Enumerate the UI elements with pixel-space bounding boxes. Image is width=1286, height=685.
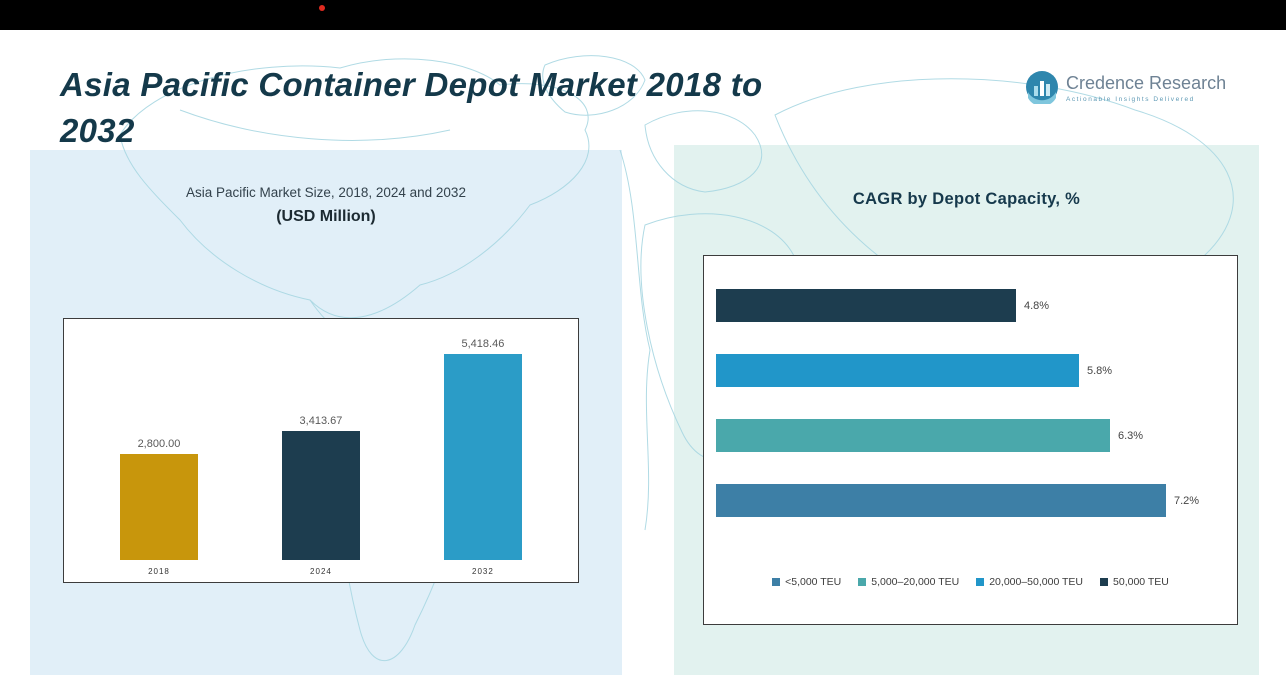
legend-label: 5,000–20,000 TEU (871, 576, 960, 588)
bar-value-label: 5,418.46 (461, 338, 505, 350)
page-title-line2: 2032 (60, 111, 135, 149)
cagr-chart-title: CAGR by Depot Capacity, % (852, 190, 1081, 208)
bar-50,000 TEU (716, 289, 1016, 322)
bar-row: 7.2% (716, 484, 1229, 517)
page-title-line1: Asia Pacific Container Depot Market 2018… (60, 66, 763, 103)
logo-chart-icon (1026, 71, 1058, 104)
legend-label: 20,000–50,000 TEU (989, 576, 1084, 588)
logo-name: Credence Research (1066, 73, 1227, 93)
bar-group-2032: 5,418.46 2032 (402, 338, 564, 582)
bar-value-label: 6.3% (1118, 429, 1144, 442)
bar-20,000–50,000 TEU (716, 354, 1079, 387)
legend-label: 50,000 TEU (1113, 576, 1169, 588)
page-body: Asia Pacific Container Depot Market 2018… (0, 30, 1286, 685)
vertical-bars-plot-area: 2,800.00 2018 3,413.67 2024 5,418.46 2032 (78, 338, 564, 582)
legend-label: <5,000 TEU (785, 576, 842, 588)
horizontal-bars-plot-area: 4.8% 5.8% 6.3% 7.2% (716, 289, 1229, 549)
record-dot-icon (319, 5, 325, 11)
legend-swatch-icon (1100, 578, 1109, 586)
cagr-legend: <5,000 TEU 5,000–20,000 TEU 20,000–50,000 … (704, 576, 1237, 588)
market-size-bar-chart: 2,800.00 2018 3,413.67 2024 5,418.46 2032 (63, 318, 579, 583)
legend-swatch-icon (976, 578, 985, 586)
bar-row: 4.8% (716, 289, 1229, 322)
x-axis-label: 2018 (148, 567, 170, 576)
cagr-bar-chart: 4.8% 5.8% 6.3% 7.2% <5,000 TEU 5,000–20,000 … (703, 255, 1238, 625)
bar-row: 5.8% (716, 354, 1229, 387)
bar-5,000–20,000 TEU (716, 419, 1110, 452)
legend-item: 50,000 TEU (1100, 576, 1169, 588)
bar-value-label: 2,800.00 (137, 438, 181, 450)
bar-<5,000 TEU (716, 484, 1166, 517)
bar-group-2024: 3,413.67 2024 (240, 415, 402, 582)
bar-2032 (443, 354, 522, 560)
legend-swatch-icon (772, 578, 781, 586)
credence-research-logo: Credence Research Actionable Insights De… (1025, 70, 1226, 104)
bar-value-label: 3,413.67 (299, 415, 343, 427)
bar-2024 (281, 431, 360, 560)
x-axis-label: 2024 (310, 567, 332, 576)
bar-2018 (119, 454, 198, 560)
x-axis-label: 2032 (472, 567, 494, 576)
bar-value-label: 7.2% (1174, 494, 1200, 507)
legend-item: 20,000–50,000 TEU (976, 576, 1083, 588)
market-size-chart-title: Asia Pacific Market Size, 2018, 2024 and… (186, 185, 466, 200)
bar-value-label: 5.8% (1087, 364, 1113, 377)
page-title: Asia Pacific Container Depot Market 2018… (60, 62, 980, 153)
legend-item: 5,000–20,000 TEU (858, 576, 959, 588)
logo-tagline: Actionable Insights Delivered (1066, 95, 1195, 103)
bar-row: 6.3% (716, 419, 1229, 452)
bar-group-2018: 2,800.00 2018 (78, 438, 240, 582)
top-black-bar (0, 0, 1286, 30)
bar-value-label: 4.8% (1024, 299, 1050, 312)
legend-swatch-icon (858, 578, 867, 586)
legend-item: <5,000 TEU (772, 576, 841, 588)
logo-wordmark: Credence Research Actionable Insights De… (1066, 70, 1226, 103)
market-size-chart-subtitle: (USD Million) (276, 208, 376, 225)
